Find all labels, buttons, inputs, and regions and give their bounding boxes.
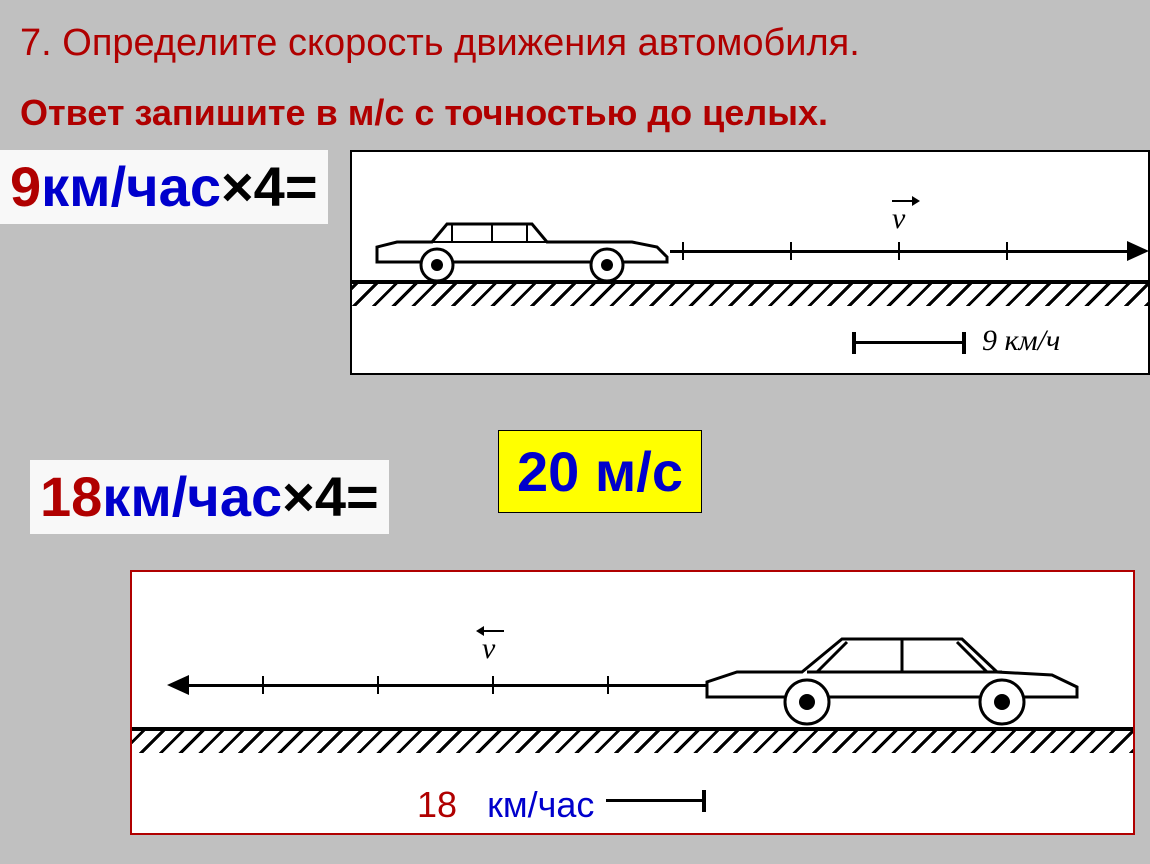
- question-number: 7.: [20, 22, 52, 64]
- scale-tick-2b: [702, 790, 706, 812]
- question-line: 7. Определите скорость движения автомоби…: [20, 22, 860, 65]
- calc-1-unit: км/час: [41, 155, 221, 218]
- tick: [377, 676, 379, 694]
- tick: [898, 242, 900, 260]
- road-hatching-2: [132, 731, 1133, 753]
- tick: [682, 242, 684, 260]
- calc-2-mult: ×4=: [282, 465, 379, 528]
- car-1: [372, 212, 672, 282]
- tick: [262, 676, 264, 694]
- scale-label-1: 9 км/ч: [982, 324, 1060, 358]
- calc-2-unit: км/час: [102, 465, 282, 528]
- diagram-2: v: [130, 570, 1135, 835]
- v-arrow-top-1: [892, 200, 914, 202]
- calc-1-value: 9: [10, 155, 41, 218]
- calc-2: 18км/час×4=: [30, 460, 389, 534]
- car-2: [702, 627, 1082, 727]
- velocity-arrow-1: [670, 250, 1130, 253]
- velocity-arrowhead-2: [167, 675, 189, 695]
- answer-2: 20 м/с: [498, 430, 702, 513]
- velocity-arrowhead-1: [1127, 241, 1149, 261]
- tick: [607, 676, 609, 694]
- scale-tick-1b: [962, 332, 966, 354]
- calc-1-mult: ×4=: [221, 155, 318, 218]
- tick: [1006, 242, 1008, 260]
- road-hatching-1: [352, 284, 1148, 306]
- scale-line-1: [852, 341, 962, 344]
- scale-label-2: 18 км/час: [405, 780, 606, 830]
- tick: [492, 676, 494, 694]
- velocity-arrow-2: [187, 684, 707, 687]
- v-arrow-top-2: [482, 630, 504, 632]
- calc-2-value: 18: [40, 465, 102, 528]
- v-label-2: v: [482, 632, 495, 666]
- scale-label-2-value: 18: [417, 784, 457, 825]
- diagram-1: v 9 км/ч: [350, 150, 1150, 375]
- scale-label-2-unit: км/час: [487, 784, 594, 825]
- tick: [790, 242, 792, 260]
- v-label-1: v: [892, 202, 905, 236]
- calc-1: 9км/час×4=: [0, 150, 328, 224]
- subtitle: Ответ запишите в м/с с точностью до целы…: [20, 92, 828, 134]
- question-text: Определите скорость движения автомобиля.: [62, 22, 860, 64]
